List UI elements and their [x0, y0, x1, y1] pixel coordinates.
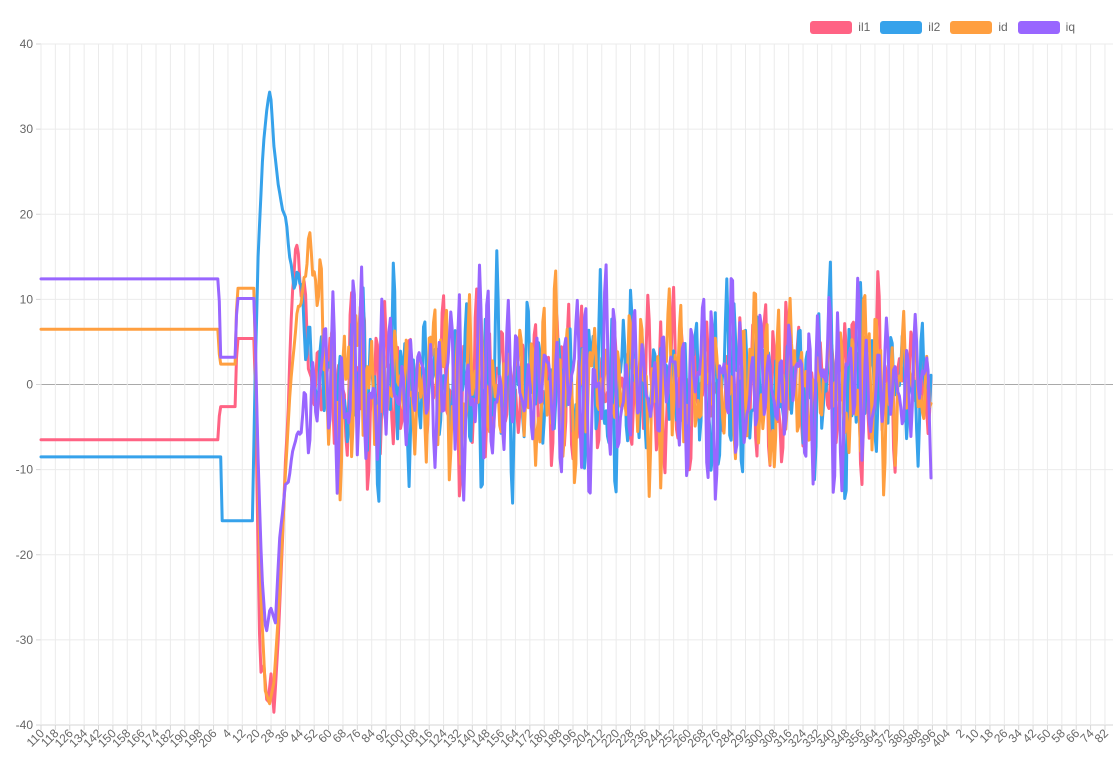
y-axis-tick-label: -30 — [16, 633, 34, 647]
y-axis-tick-label: 20 — [20, 207, 34, 221]
legend-swatch-il2 — [880, 20, 923, 34]
chart-legend: il1 il2 id iq — [810, 20, 1075, 34]
x-axis-tick-label: 82 — [1092, 726, 1112, 746]
legend-item-il2[interactable]: il2 — [880, 20, 940, 34]
legend-swatch-iq — [1017, 20, 1060, 34]
series-line-iq — [39, 263, 933, 633]
legend-item-id[interactable]: id — [950, 20, 1008, 34]
y-axis-tick-label: -20 — [16, 548, 34, 562]
legend-swatch-il1 — [810, 20, 853, 34]
legend-item-iq[interactable]: iq — [1017, 20, 1075, 34]
y-axis-tick-label: 0 — [26, 378, 33, 392]
y-axis-tick-label: 30 — [20, 122, 34, 136]
legend-label-id: id — [998, 20, 1008, 34]
y-axis-tick-label: 10 — [20, 292, 34, 306]
legend-swatch-id — [950, 20, 993, 34]
y-axis-tick-label: -40 — [16, 718, 34, 732]
legend-label-il2: il2 — [928, 20, 941, 34]
y-axis-tick-label: 40 — [20, 37, 34, 51]
y-axis-tick-label: -10 — [16, 463, 34, 477]
legend-item-il1[interactable]: il1 — [810, 20, 870, 34]
legend-label-iq: iq — [1065, 20, 1075, 34]
series-line-il1 — [39, 243, 933, 714]
legend-label-il1: il1 — [858, 20, 871, 34]
